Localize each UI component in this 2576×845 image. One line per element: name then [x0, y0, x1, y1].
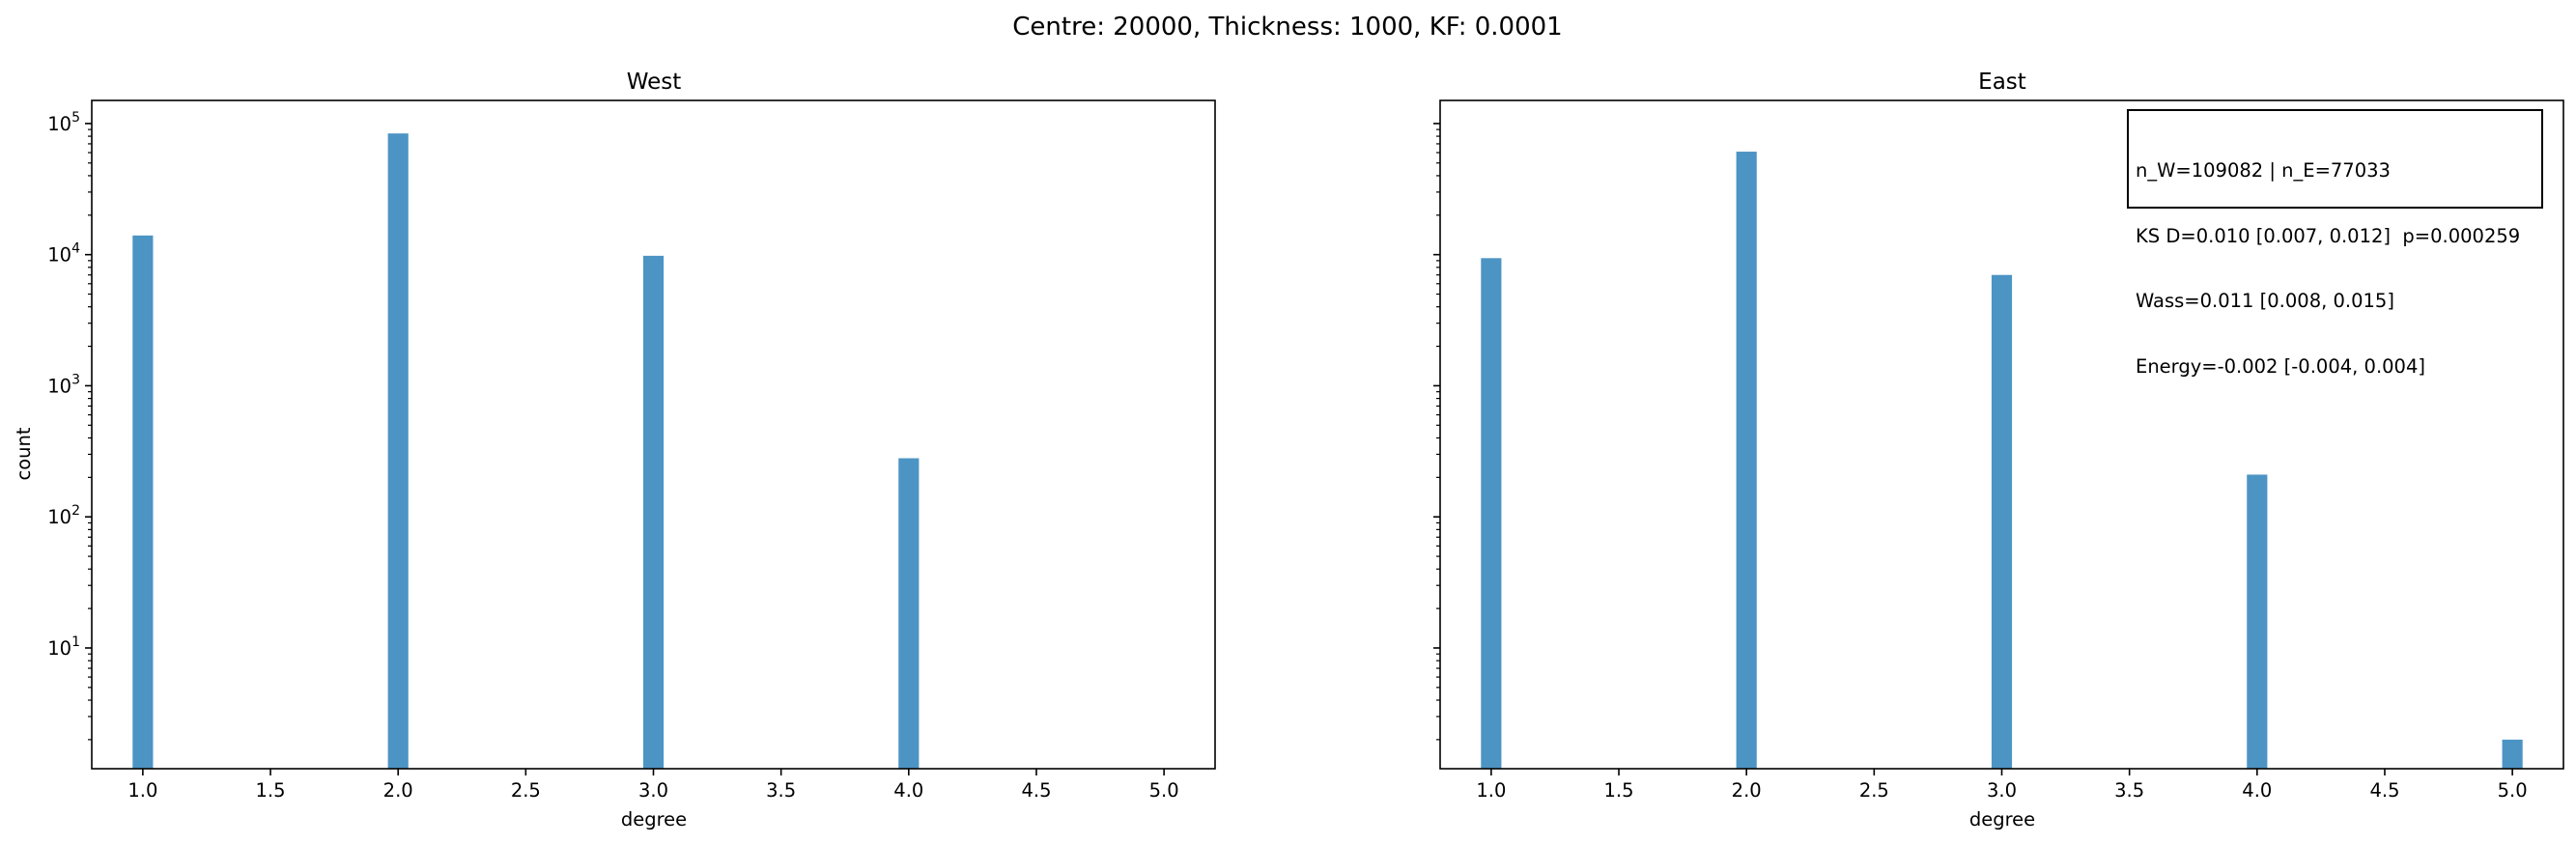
figure-suptitle: Centre: 20000, Thickness: 1000, KF: 0.00…: [1012, 13, 1562, 42]
west-bar: [132, 235, 154, 770]
east-x-tick-label: 2.5: [1859, 779, 1889, 802]
west-bar: [642, 255, 665, 769]
west-bar: [898, 458, 920, 769]
east-panel: East degree 1.0 1.5 2.0 2.5 3.0 3.5 4.0 4.5 5.0: [1433, 70, 2564, 831]
stats-annotation-box: n_W=109082 | n_E=77033 KS D=0.010 [0.007…: [2127, 109, 2543, 377]
west-x-tick-label: 3.5: [766, 779, 796, 802]
east-title: East: [1978, 70, 2026, 95]
west-x-tick-label: 1.5: [256, 779, 286, 802]
west-x-tick-label: 2.5: [511, 779, 541, 802]
west-xlabel: degree: [621, 808, 687, 831]
stats-line: n_W=109082 | n_E=77033: [2136, 159, 2391, 182]
east-x-tick-label: 4.5: [2369, 779, 2399, 802]
east-x-tick-label: 1.0: [1476, 779, 1506, 802]
west-y-tick-label: 105: [47, 110, 80, 135]
east-xlabel: degree: [1969, 808, 2035, 831]
stats-line: Energy=-0.002 [-0.004, 0.004]: [2136, 354, 2425, 378]
stats-line: KS D=0.010 [0.007, 0.012] p=0.000259: [2136, 224, 2521, 247]
west-panel: West degree count 1.0 1.5 2.0 2.5 3.0 3.5 4.0 4…: [13, 70, 1216, 831]
west-bar: [387, 133, 409, 769]
east-x-tick-label: 1.5: [1604, 779, 1634, 802]
east-x-tick-label: 3.0: [1987, 779, 2017, 802]
east-bar: [1736, 152, 1757, 770]
east-x-tick-label: 5.0: [2498, 779, 2528, 802]
stats-line: Wass=0.011 [0.008, 0.015]: [2136, 290, 2394, 312]
west-y-tick-label: 103: [47, 372, 80, 397]
east-bar: [1481, 258, 1502, 769]
west-x-tick-label: 2.0: [383, 779, 413, 802]
west-x-tick-label: 4.5: [1021, 779, 1051, 802]
east-x-tick-label: 3.5: [2114, 779, 2144, 802]
west-x-tick-label: 1.0: [127, 779, 157, 802]
east-bar: [1991, 274, 2013, 769]
west-y-tick-label: 104: [47, 241, 80, 267]
west-x-tick-label: 3.0: [638, 779, 668, 802]
west-y-tick-label: 101: [47, 634, 80, 660]
east-x-tick-label: 4.0: [2242, 779, 2272, 802]
east-x-tick-label: 2.0: [1732, 779, 1762, 802]
west-y-tick-label: 102: [47, 503, 80, 528]
west-x-tick-label: 5.0: [1149, 779, 1179, 802]
west-ylabel: count: [13, 427, 35, 480]
east-bar: [2502, 739, 2523, 769]
east-bar: [2247, 474, 2268, 769]
west-title: West: [627, 70, 682, 95]
west-x-tick-label: 4.0: [893, 779, 923, 802]
